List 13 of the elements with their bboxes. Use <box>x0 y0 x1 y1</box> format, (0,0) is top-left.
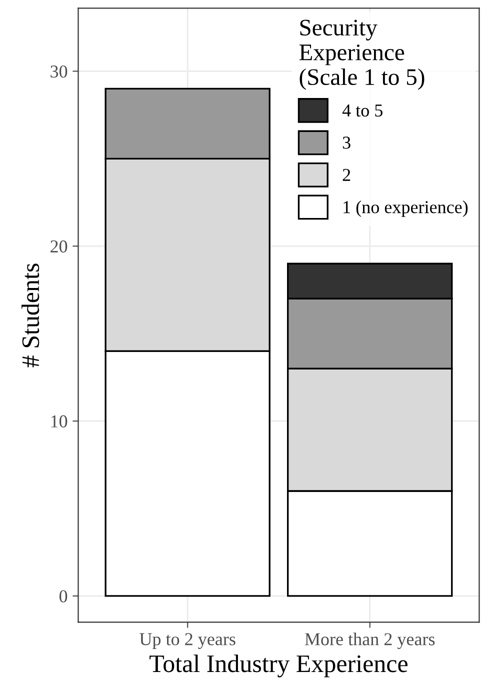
legend-label: 1 (no experience) <box>344 200 468 217</box>
y-tick-label: 10 <box>51 415 68 428</box>
y-tick-label: 20 <box>50 240 68 253</box>
y-tick-label: 30 <box>50 65 68 78</box>
legend-label: 2 <box>342 168 350 181</box>
y-tick-label: 0 <box>59 590 68 602</box>
legend-label: 4 to 5 <box>342 104 382 117</box>
legend-title: Security Experience (Scale 1 to 5) <box>299 20 424 90</box>
legend-label: 3 <box>342 136 350 149</box>
x-axis-title: Total Industry Experience <box>150 654 408 678</box>
x-tick-label: Up to 2 years <box>140 633 236 649</box>
y-axis-title: # Students <box>22 264 40 368</box>
x-tick-label: More than 2 years <box>304 632 435 650</box>
